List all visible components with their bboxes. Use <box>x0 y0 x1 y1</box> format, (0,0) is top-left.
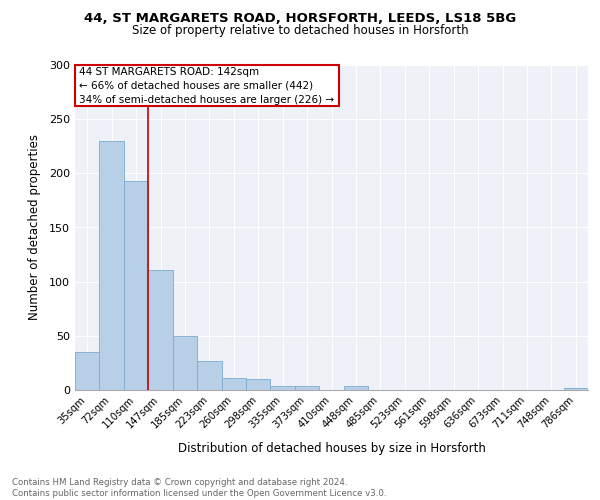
Bar <box>295 386 319 390</box>
Bar <box>563 388 588 390</box>
Bar <box>173 336 197 390</box>
Text: Contains HM Land Registry data © Crown copyright and database right 2024.
Contai: Contains HM Land Registry data © Crown c… <box>12 478 386 498</box>
Bar <box>246 379 271 390</box>
Bar <box>271 386 295 390</box>
Bar <box>75 352 100 390</box>
Bar <box>344 386 368 390</box>
Bar <box>124 181 148 390</box>
Bar <box>148 270 173 390</box>
FancyBboxPatch shape <box>75 65 339 106</box>
Bar <box>221 378 246 390</box>
Bar <box>100 141 124 390</box>
Text: Size of property relative to detached houses in Horsforth: Size of property relative to detached ho… <box>131 24 469 37</box>
Text: 44, ST MARGARETS ROAD, HORSFORTH, LEEDS, LS18 5BG: 44, ST MARGARETS ROAD, HORSFORTH, LEEDS,… <box>84 12 516 26</box>
Bar <box>197 361 221 390</box>
Y-axis label: Number of detached properties: Number of detached properties <box>28 134 41 320</box>
X-axis label: Distribution of detached houses by size in Horsforth: Distribution of detached houses by size … <box>178 442 485 454</box>
Text: 44 ST MARGARETS ROAD: 142sqm
← 66% of detached houses are smaller (442)
34% of s: 44 ST MARGARETS ROAD: 142sqm ← 66% of de… <box>79 66 334 104</box>
